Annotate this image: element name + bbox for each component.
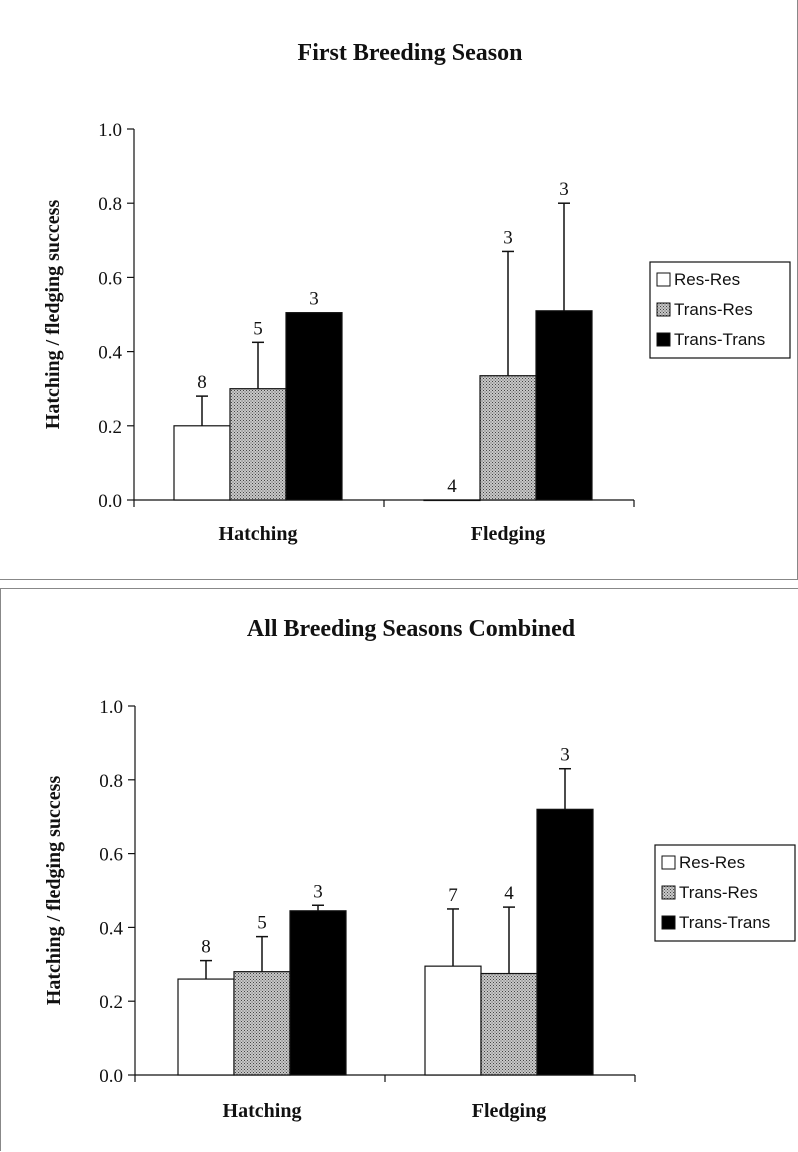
bar-trans-trans	[289, 910, 347, 1076]
sample-size-label: 3	[309, 289, 319, 310]
legend-label: Res-Res	[679, 853, 745, 872]
legend-label: Trans-Res	[679, 883, 758, 902]
y-tick-label: 0.4	[99, 918, 123, 939]
bar-trans-res	[479, 375, 537, 501]
bar-res-res	[177, 978, 235, 1076]
bar-res-res	[424, 965, 482, 1076]
chart-title: First Breeding Season	[298, 40, 523, 66]
sample-size-label: 5	[253, 318, 263, 339]
sample-size-label: 3	[313, 881, 323, 902]
legend-swatch	[661, 855, 676, 870]
y-tick-label: 0.2	[99, 992, 123, 1013]
legend-label: Trans-Res	[674, 300, 753, 319]
y-tick-label: 0.2	[98, 417, 122, 438]
chart-svg: First Breeding Season Hatching / fledging…	[42, 40, 791, 545]
y-tick-label: 0.6	[98, 268, 122, 289]
legend: Res-Res Trans-Res Trans-Trans	[649, 261, 791, 359]
bar-trans-trans	[285, 312, 343, 501]
legend-label: Trans-Trans	[674, 330, 765, 349]
y-tick-label: 0.8	[98, 194, 122, 215]
bar-trans-res	[233, 971, 291, 1076]
chart-svg: All Breeding Seasons Combined Hatching / …	[43, 616, 796, 1122]
y-tick-label: 0.8	[99, 771, 123, 792]
y-tick-label: 0.6	[99, 845, 123, 866]
sample-size-label: 8	[197, 372, 207, 393]
sample-size-label: 3	[559, 179, 569, 200]
legend-label: Res-Res	[674, 270, 740, 289]
legend-swatch	[661, 915, 676, 930]
y-axis-label: Hatching / fledging success	[42, 200, 64, 430]
legend: Res-Res Trans-Res Trans-Trans	[654, 844, 796, 942]
legend-box	[649, 261, 791, 359]
sample-size-label: 4	[504, 883, 514, 904]
chart-title: All Breeding Seasons Combined	[247, 616, 576, 642]
sample-size-label: 3	[560, 745, 570, 766]
bar-res-res	[173, 425, 231, 501]
sample-size-label: 4	[447, 476, 457, 497]
bar-trans-trans	[535, 310, 593, 501]
sample-size-label: 5	[257, 913, 267, 934]
legend-swatch	[656, 302, 671, 317]
bar-trans-res	[480, 972, 538, 1076]
chart-panel-first-season: First Breeding Season Hatching / fledging…	[0, 0, 798, 580]
bar-res-res	[423, 499, 481, 502]
legend-label: Trans-Trans	[679, 913, 770, 932]
y-tick-label: 0.4	[98, 343, 122, 364]
y-tick-label: 1.0	[99, 697, 123, 718]
y-tick-label: 0.0	[99, 1066, 123, 1087]
sample-size-label: 8	[201, 937, 211, 958]
bar-trans-res	[229, 388, 287, 501]
legend-swatch	[656, 332, 671, 347]
x-category-label: Hatching	[223, 1100, 302, 1122]
y-tick-label: 0.0	[98, 491, 122, 512]
legend-swatch	[656, 272, 671, 287]
chart-panel-all-seasons: All Breeding Seasons Combined Hatching / …	[0, 588, 798, 1151]
y-tick-label: 1.0	[98, 120, 122, 141]
bar-trans-trans	[536, 808, 594, 1076]
y-axis-label: Hatching / fledging success	[43, 776, 65, 1006]
sample-size-label: 7	[448, 885, 458, 906]
x-category-label: Fledging	[471, 523, 545, 545]
x-category-label: Hatching	[219, 523, 298, 545]
sample-size-label: 3	[503, 227, 513, 248]
legend-box	[654, 844, 796, 942]
legend-swatch	[661, 885, 676, 900]
x-category-label: Fledging	[472, 1100, 546, 1122]
